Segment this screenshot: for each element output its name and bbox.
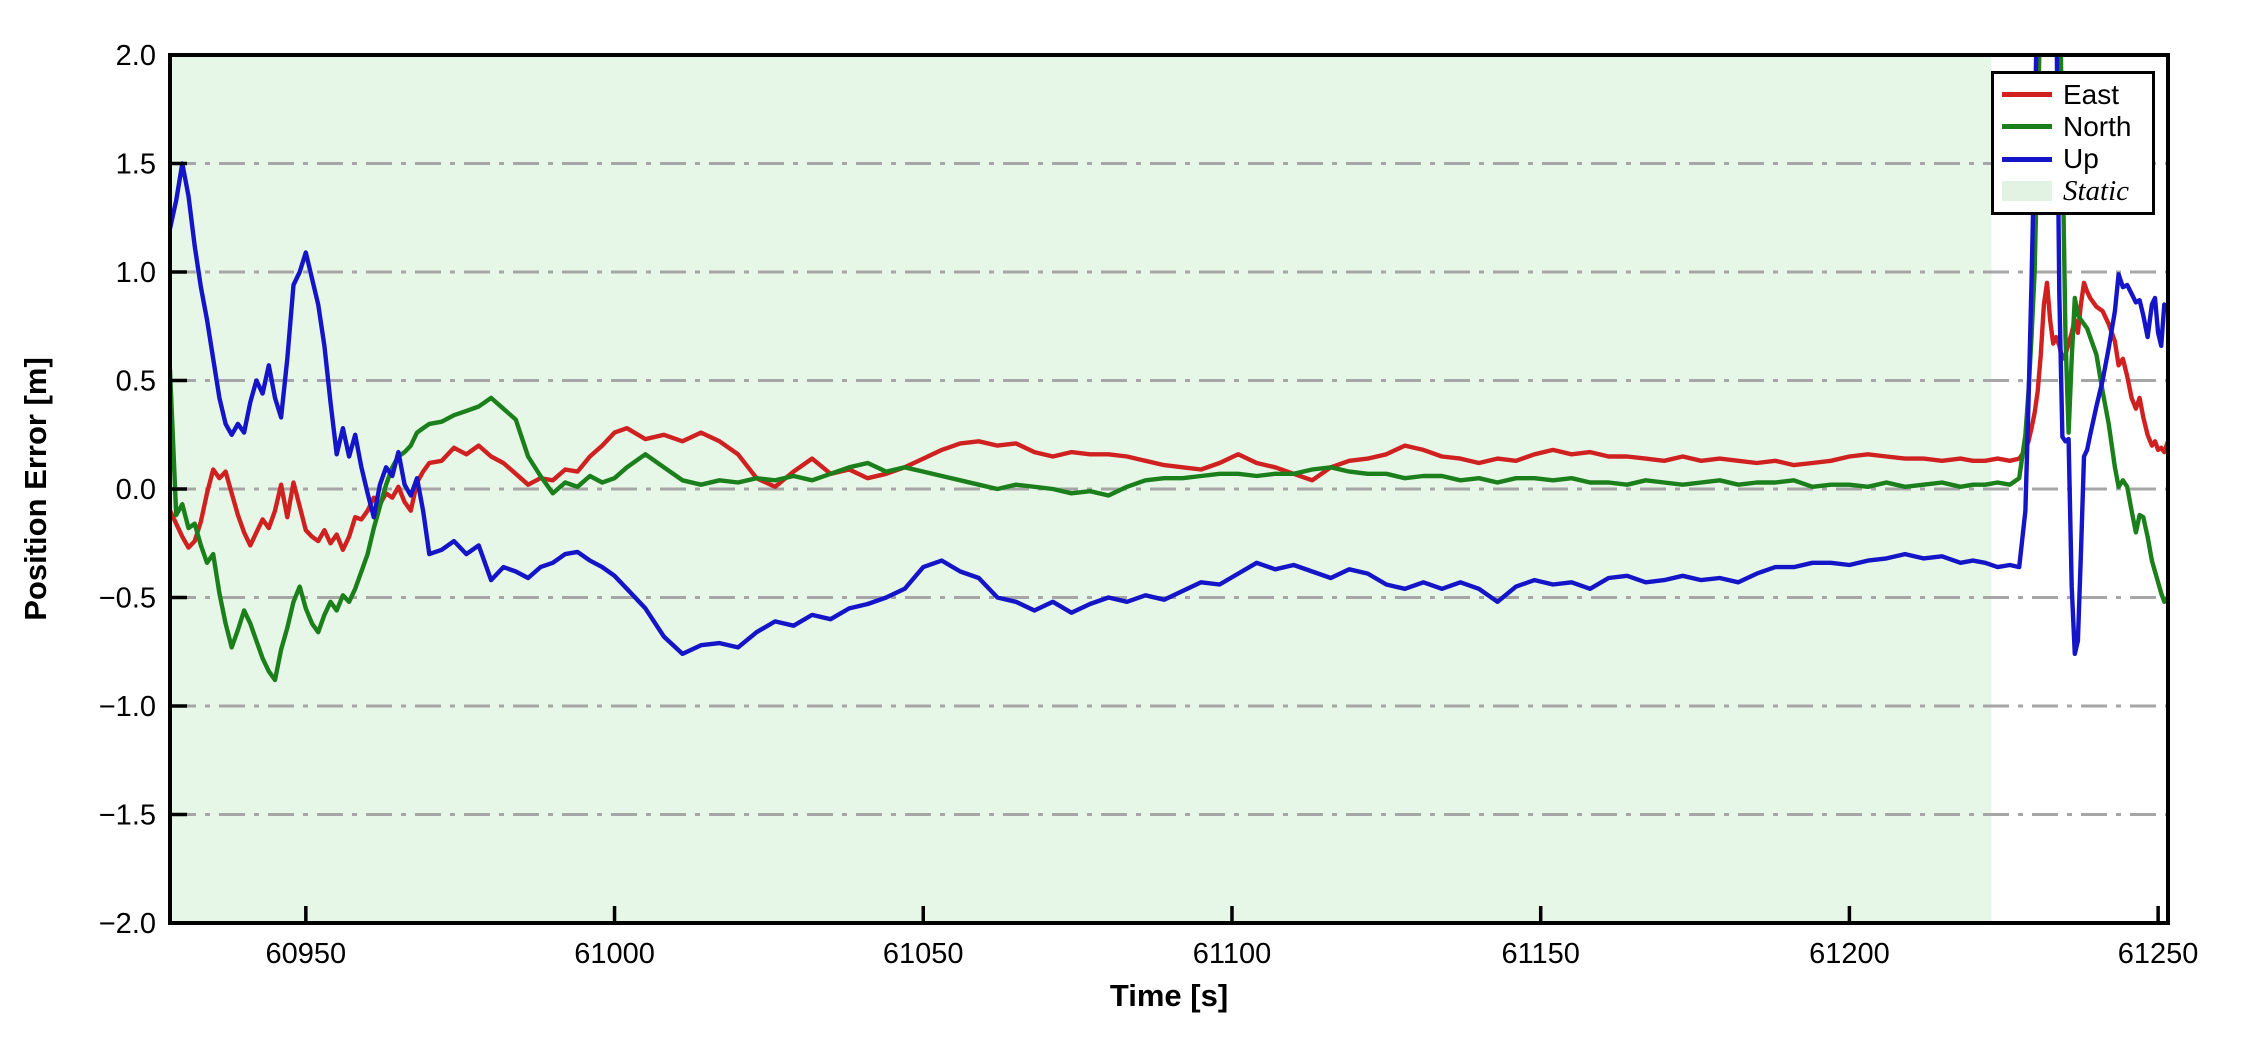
y-tick-label: 0.0 [116, 474, 156, 506]
tick-marks [170, 53, 2160, 925]
east-line-swatch [2002, 92, 2052, 98]
legend-entry-north: North [2002, 111, 2144, 142]
y-tick-label: 1.5 [116, 149, 156, 181]
x-tick-label: 61000 [574, 938, 655, 970]
x-axis-title: Time [s] [1110, 978, 1228, 1013]
up-line-swatch [2002, 156, 2052, 162]
x-tick-label: 61200 [1809, 938, 1890, 970]
data-series [170, 55, 2168, 683]
x-tick-label: 61050 [883, 938, 964, 970]
y-tick-label: 2.0 [116, 40, 156, 72]
x-tick-label: 60950 [266, 938, 347, 970]
north-line-swatch [2002, 124, 2052, 130]
legend-entry-east: East [2002, 79, 2144, 110]
series-line-north [170, 55, 2168, 683]
x-tick-label: 61250 [2118, 938, 2199, 970]
y-tick-label: 1.0 [116, 257, 156, 289]
legend-label-north: North [2063, 110, 2132, 142]
series-line-up [170, 55, 2168, 657]
y-tick-label: −2.0 [99, 908, 156, 940]
y-tick-label: −1.5 [99, 800, 156, 832]
static-patch-swatch [2002, 181, 2052, 202]
series-line-east [170, 280, 2168, 552]
y-axis-title: Position Error [m] [18, 357, 53, 621]
static-shaded-region-layer [170, 55, 1992, 923]
static-region [170, 55, 1992, 923]
y-tick-label: −0.5 [99, 583, 156, 615]
y-tick-label: −1.0 [99, 691, 156, 723]
y-tick-label: 0.5 [116, 366, 156, 398]
legend-entry-up: Up [2002, 144, 2144, 175]
tick-labels: 60950 61000 61050 61100 61150 61200 61250 −2.0 −… [99, 40, 2199, 970]
legend-label-up: Up [2063, 143, 2099, 175]
legend-entry-static: Static [2002, 176, 2144, 207]
legend-label-static: Static [2063, 174, 2130, 207]
legend: East North Up Static [1991, 71, 2155, 215]
x-tick-label: 61150 [1501, 938, 1580, 970]
legend-label-east: East [2063, 78, 2120, 110]
x-tick-label: 61100 [1193, 938, 1272, 970]
